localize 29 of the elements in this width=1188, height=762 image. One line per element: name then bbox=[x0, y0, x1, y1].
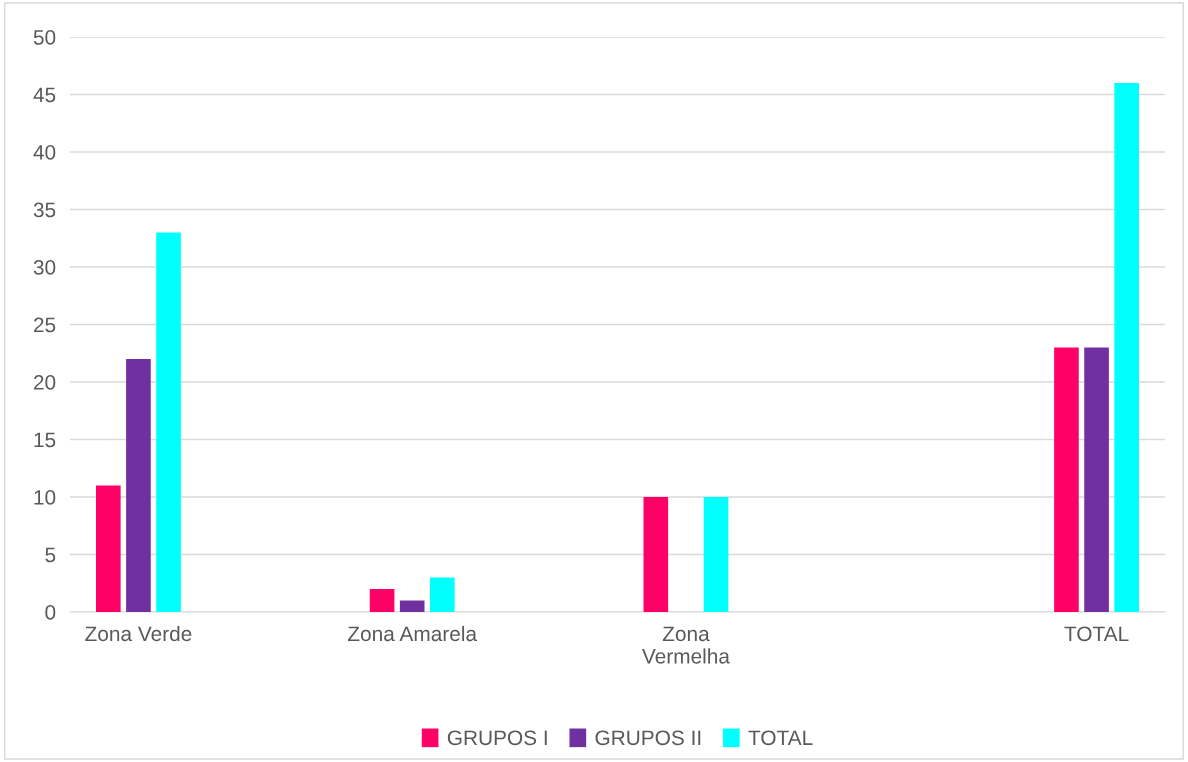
bar bbox=[126, 359, 151, 612]
y-tick-label: 15 bbox=[34, 432, 56, 448]
legend-label: GRUPOS I bbox=[447, 730, 547, 746]
y-tick-label: 20 bbox=[33, 375, 56, 390]
y-tick-label: 5 bbox=[45, 547, 56, 563]
y-tick-label: 10 bbox=[34, 490, 56, 505]
bar bbox=[96, 485, 121, 612]
bar bbox=[643, 497, 669, 612]
bar bbox=[429, 577, 455, 612]
bar bbox=[1114, 83, 1139, 612]
bar bbox=[703, 497, 729, 612]
y-tick-label: 35 bbox=[33, 202, 56, 218]
y-tick-label: 30 bbox=[33, 260, 56, 275]
x-tick-label: Zona Verde bbox=[85, 625, 192, 642]
bar bbox=[369, 589, 395, 612]
y-tick-label: 25 bbox=[33, 317, 56, 333]
legend-label: GRUPOS II bbox=[595, 730, 701, 746]
x-tick-label: TOTAL bbox=[1064, 626, 1129, 642]
bar bbox=[399, 600, 425, 612]
bar bbox=[156, 232, 181, 612]
y-tick-label: 0 bbox=[45, 605, 56, 620]
x-tick-label: Zona Amarela bbox=[348, 625, 478, 642]
y-tick-label: 50 bbox=[33, 30, 56, 45]
bar bbox=[1084, 347, 1109, 612]
bar bbox=[1054, 347, 1079, 612]
y-tick-label: 45 bbox=[33, 87, 56, 103]
y-tick-label: 40 bbox=[33, 145, 56, 160]
legend-label: TOTAL bbox=[748, 730, 813, 746]
x-tick-label: Zona Vermelha bbox=[642, 626, 730, 664]
